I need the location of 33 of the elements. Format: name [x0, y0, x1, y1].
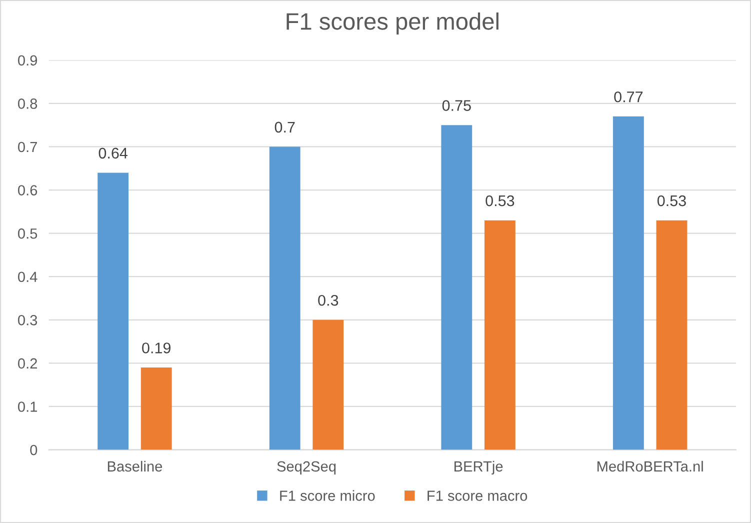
bar — [612, 116, 644, 450]
bar — [441, 125, 472, 450]
legend-label: F1 score macro — [428, 490, 528, 501]
y-tick-label: 0.3 — [18, 315, 38, 326]
data-label: 0.7 — [274, 122, 295, 133]
y-tick-label: 0.2 — [18, 358, 37, 369]
data-label: 0.77 — [614, 91, 643, 102]
x-tick-label: Baseline — [108, 460, 162, 472]
y-tick-label: 0.1 — [18, 402, 37, 412]
bar — [312, 320, 344, 450]
bar — [484, 220, 516, 450]
bar — [98, 172, 129, 450]
y-tick-label: 0.7 — [18, 142, 37, 152]
y-tick-label: 0.6 — [18, 185, 38, 196]
y-tick-label: 0 — [30, 444, 38, 456]
chart-title: F1 scores per model — [286, 12, 498, 34]
y-tick-label: 0.5 — [18, 228, 38, 239]
bar — [140, 368, 172, 450]
x-tick-label: MedRoBERTa.nl — [598, 460, 703, 472]
bar — [656, 220, 688, 450]
bar — [269, 146, 300, 450]
y-tick-label: 0.9 — [18, 55, 38, 66]
data-label: 0.3 — [318, 294, 338, 306]
y-tick-label: 0.8 — [18, 98, 38, 109]
x-tick-label: BERTje — [454, 460, 503, 474]
data-label: 0.53 — [486, 195, 514, 206]
x-tick-label: Seq2Seq — [277, 461, 336, 474]
y-tick-label: 0.4 — [18, 272, 38, 282]
data-label: 0.53 — [657, 195, 686, 206]
data-label: 0.75 — [442, 100, 471, 111]
data-label: 0.19 — [142, 342, 170, 354]
data-label: 0.64 — [98, 148, 128, 159]
legend-label: F1 score micro — [280, 490, 375, 501]
